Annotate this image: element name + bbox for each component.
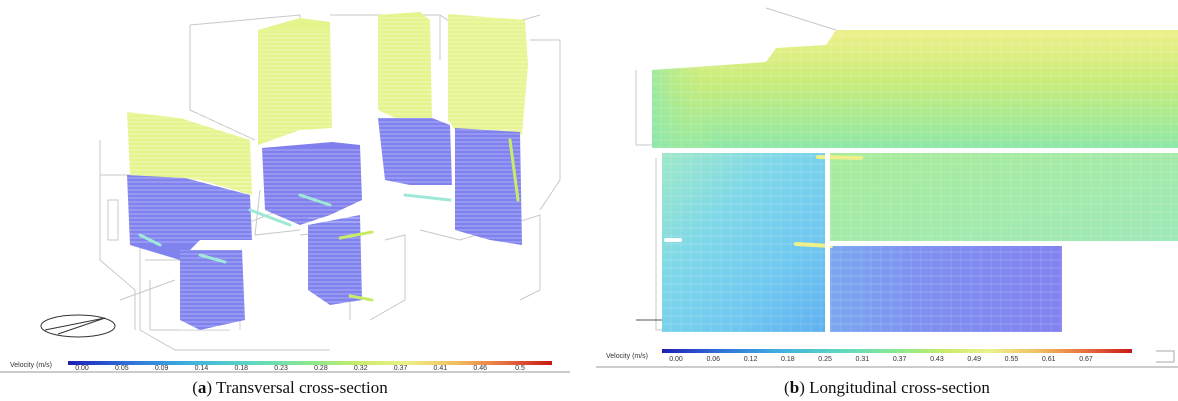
- colorbar-a-tick-8: 0.37: [394, 365, 408, 372]
- velocity-field-upper: [127, 12, 528, 195]
- colorbar-b-tick-11: 0.67: [1079, 356, 1093, 363]
- velocity-jets: [138, 138, 520, 302]
- velocity-field-middle-right-room: [830, 153, 1178, 241]
- caption-b: (b) Longitudinal cross-section: [784, 378, 990, 397]
- colorbar-b-tick-0: 0.00: [669, 356, 683, 363]
- colorbar-a-tick-0: 0.00: [75, 365, 89, 372]
- velocity-field-lower: [127, 118, 522, 330]
- colorbar-a-ticks: 0.00 0.05 0.09 0.14 0.18 0.23 0.28 0.32 0.37 0.41…: [75, 365, 525, 372]
- colorbar-a-tick-2: 0.09: [155, 365, 169, 372]
- colorbar-b-tick-6: 0.37: [893, 356, 907, 363]
- colorbar-a-label: Velocity (m/s): [10, 362, 52, 369]
- caption-a-text: ) Transversal cross-section: [206, 378, 388, 397]
- colorbar-b-tick-10: 0.61: [1042, 356, 1056, 363]
- colorbar-b-label: Velocity (m/s): [606, 353, 648, 360]
- colorbar-b: Velocity (m/s) 0.00 0.06 0.12 0.18 0.25 0.31 0…: [596, 349, 1178, 368]
- panel-a-render: Velocity (m/s) 0.00 0.05 0.09 0.14 0.18 0.23 0…: [0, 12, 570, 373]
- velocity-field-lower-right-room: [830, 246, 1062, 332]
- velocity-field-upper-room: [652, 30, 1178, 148]
- colorbar-a-tick-1: 0.05: [115, 365, 129, 372]
- colorbar-a-tick-6: 0.28: [314, 365, 328, 372]
- caption-a: (a) Transversal cross-section: [192, 378, 388, 397]
- panel-b-longitudinal: Velocity (m/s) 0.00 0.06 0.12 0.18 0.25 0.31 0…: [596, 0, 1178, 401]
- colorbar-a-tick-9: 0.41: [434, 365, 448, 372]
- colorbar-b-tick-7: 0.43: [930, 356, 944, 363]
- caption-b-letter: b: [789, 378, 800, 397]
- panel-a-transversal: Velocity (m/s) 0.00 0.05 0.09 0.14 0.18 0.23 0…: [0, 0, 580, 401]
- colorbar-b-tick-1: 0.06: [706, 356, 720, 363]
- colorbar-a-tick-5: 0.23: [274, 365, 288, 372]
- colorbar-b-tick-8: 0.49: [967, 356, 981, 363]
- walls-b: [652, 148, 1178, 332]
- colorbar-b-tick-9: 0.55: [1005, 356, 1019, 363]
- caption-b-text: ) Longitudinal cross-section: [799, 378, 990, 397]
- colorbar-b-ticks: 0.00 0.06 0.12 0.18 0.25 0.31 0.37 0.43 0.49 0.55…: [669, 356, 1093, 363]
- colorbar-a-tick-7: 0.32: [354, 365, 368, 372]
- caption-a-letter: a: [197, 378, 207, 397]
- colorbar-a: Velocity (m/s) 0.00 0.05 0.09 0.14 0.18 0.23 0…: [0, 361, 570, 373]
- colorbar-a-tick-4: 0.18: [234, 365, 248, 372]
- orientation-compass-icon: [40, 314, 116, 338]
- colorbar-a-tick-11: 0.5: [515, 365, 525, 372]
- colorbar-b-tick-2: 0.12: [744, 356, 758, 363]
- colorbar-a-tick-10: 0.46: [473, 365, 487, 372]
- colorbar-b-tick-5: 0.31: [856, 356, 870, 363]
- colorbar-b-tick-3: 0.18: [781, 356, 795, 363]
- colorbar-a-tick-3: 0.14: [195, 365, 209, 372]
- colorbar-b-tick-4: 0.25: [818, 356, 832, 363]
- panel-b-render: Velocity (m/s) 0.00 0.06 0.12 0.18 0.25 0.31 0…: [596, 7, 1178, 368]
